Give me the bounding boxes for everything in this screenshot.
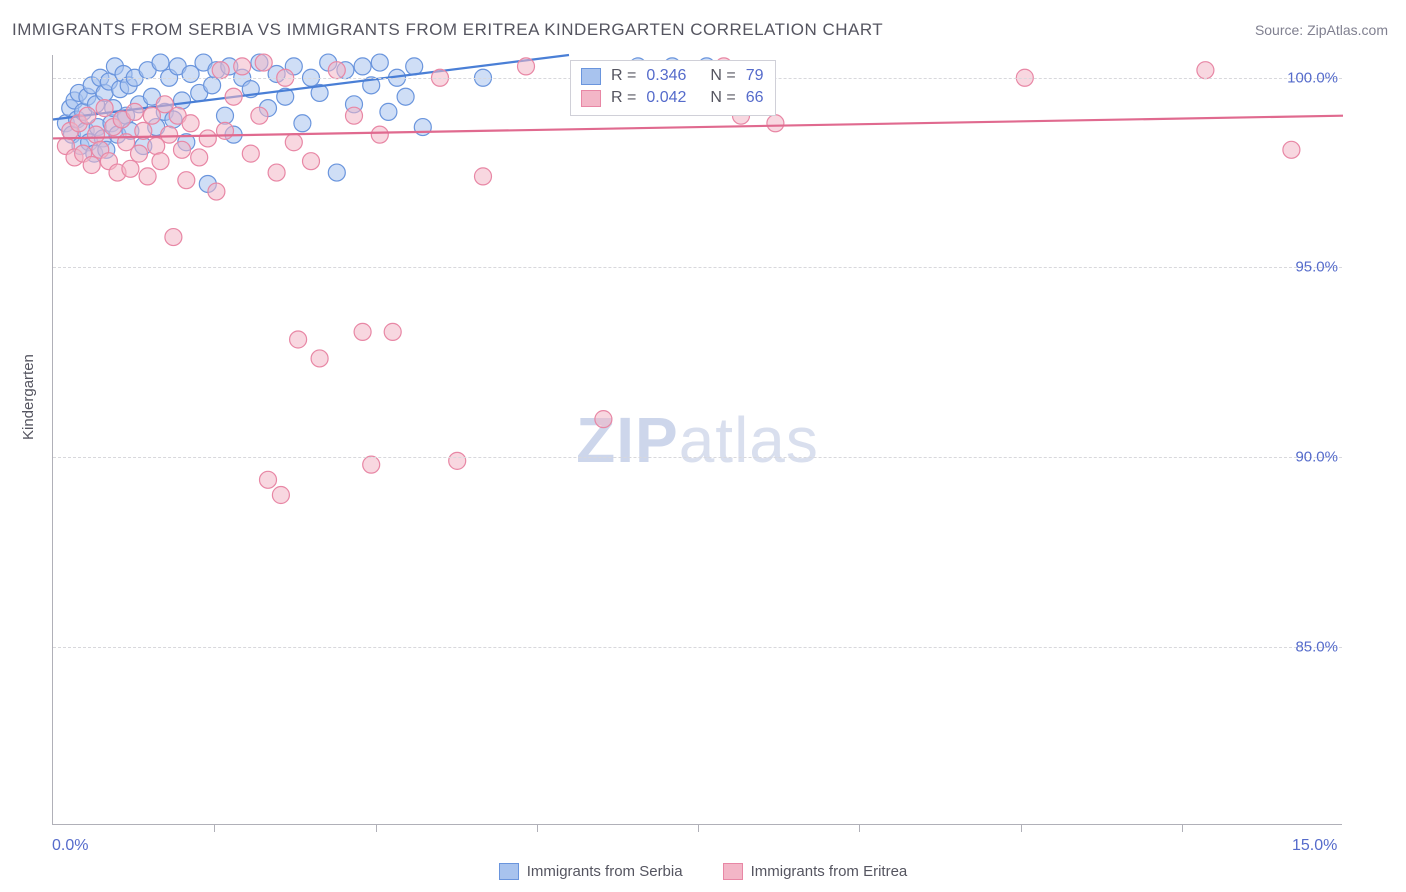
x-axis-min-label: 0.0% [52, 837, 88, 855]
x-axis-max-label: 15.0% [1292, 837, 1337, 855]
data-point-eritrea [518, 58, 535, 75]
data-point-eritrea [260, 471, 277, 488]
data-point-eritrea [272, 487, 289, 504]
legend-item-serbia: Immigrants from Serbia [499, 863, 683, 880]
y-axis-title: Kindergarten [20, 354, 37, 440]
x-tick [1021, 824, 1022, 832]
data-point-eritrea [225, 88, 242, 105]
data-point-serbia [406, 58, 423, 75]
data-point-eritrea [346, 107, 363, 124]
data-point-eritrea [1197, 62, 1214, 79]
data-point-eritrea [152, 153, 169, 170]
data-point-eritrea [234, 58, 251, 75]
chart-title: IMMIGRANTS FROM SERBIA VS IMMIGRANTS FRO… [12, 20, 883, 40]
n-label: N = [710, 67, 735, 85]
stats-legend: R = 0.346 N = 79 R = 0.042 N = 66 [570, 60, 776, 116]
x-tick [376, 824, 377, 832]
data-point-eritrea [255, 54, 272, 71]
data-point-eritrea [217, 122, 234, 139]
data-point-eritrea [371, 126, 388, 143]
data-point-eritrea [290, 331, 307, 348]
data-point-eritrea [242, 145, 259, 162]
bottom-legend: Immigrants from Serbia Immigrants from Er… [0, 863, 1406, 880]
legend-item-eritrea: Immigrants from Eritrea [723, 863, 908, 880]
gridline [53, 457, 1342, 458]
legend-swatch-eritrea [723, 863, 743, 880]
n-label: N = [710, 89, 735, 107]
data-point-eritrea [328, 62, 345, 79]
gridline [53, 267, 1342, 268]
data-point-eritrea [311, 350, 328, 367]
r-value: 0.042 [646, 89, 700, 107]
n-value: 79 [746, 67, 764, 85]
data-point-eritrea [79, 107, 96, 124]
legend-swatch-serbia [499, 863, 519, 880]
data-point-eritrea [212, 62, 229, 79]
data-point-eritrea [122, 160, 139, 177]
r-label: R = [611, 67, 636, 85]
data-point-eritrea [303, 153, 320, 170]
data-point-serbia [380, 103, 397, 120]
r-value: 0.346 [646, 67, 700, 85]
x-tick [859, 824, 860, 832]
legend-label-eritrea: Immigrants from Eritrea [751, 863, 908, 880]
data-point-serbia [217, 107, 234, 124]
data-point-eritrea [1283, 141, 1300, 158]
data-point-eritrea [139, 168, 156, 185]
data-point-eritrea [96, 100, 113, 117]
legend-swatch-serbia [581, 68, 601, 85]
data-point-serbia [397, 88, 414, 105]
scatter-svg [53, 55, 1342, 824]
source-label: Source: ZipAtlas.com [1255, 22, 1388, 38]
data-point-eritrea [126, 103, 143, 120]
n-value: 66 [746, 89, 764, 107]
data-point-eritrea [182, 115, 199, 132]
trend-line-eritrea [53, 116, 1343, 139]
data-point-eritrea [88, 126, 105, 143]
data-point-eritrea [767, 115, 784, 132]
y-tick-label: 90.0% [1295, 449, 1344, 466]
data-point-eritrea [208, 183, 225, 200]
data-point-serbia [294, 115, 311, 132]
legend-swatch-eritrea [581, 90, 601, 107]
data-point-serbia [152, 54, 169, 71]
data-point-eritrea [178, 172, 195, 189]
data-point-eritrea [268, 164, 285, 181]
data-point-serbia [371, 54, 388, 71]
stats-row-eritrea: R = 0.042 N = 66 [581, 87, 763, 109]
x-tick [1182, 824, 1183, 832]
x-tick [214, 824, 215, 832]
r-label: R = [611, 89, 636, 107]
data-point-serbia [354, 58, 371, 75]
data-point-eritrea [251, 107, 268, 124]
data-point-eritrea [595, 411, 612, 428]
data-point-eritrea [285, 134, 302, 151]
data-point-eritrea [475, 168, 492, 185]
data-point-eritrea [174, 141, 191, 158]
y-tick-label: 100.0% [1287, 69, 1344, 86]
data-point-serbia [328, 164, 345, 181]
data-point-eritrea [384, 323, 401, 340]
legend-label-serbia: Immigrants from Serbia [527, 863, 683, 880]
data-point-eritrea [165, 229, 182, 246]
data-point-eritrea [161, 126, 178, 143]
x-tick [537, 824, 538, 832]
data-point-eritrea [354, 323, 371, 340]
data-point-serbia [204, 77, 221, 94]
data-point-eritrea [199, 130, 216, 147]
x-tick [698, 824, 699, 832]
data-point-serbia [174, 92, 191, 109]
data-point-eritrea [131, 145, 148, 162]
data-point-eritrea [449, 452, 466, 469]
gridline [53, 647, 1342, 648]
y-tick-label: 95.0% [1295, 259, 1344, 276]
data-point-eritrea [191, 149, 208, 166]
y-tick-label: 85.0% [1295, 638, 1344, 655]
stats-row-serbia: R = 0.346 N = 79 [581, 65, 763, 87]
plot-area: ZIPatlas 85.0%90.0%95.0%100.0% [52, 55, 1342, 825]
data-point-eritrea [363, 456, 380, 473]
data-point-eritrea [83, 157, 100, 174]
